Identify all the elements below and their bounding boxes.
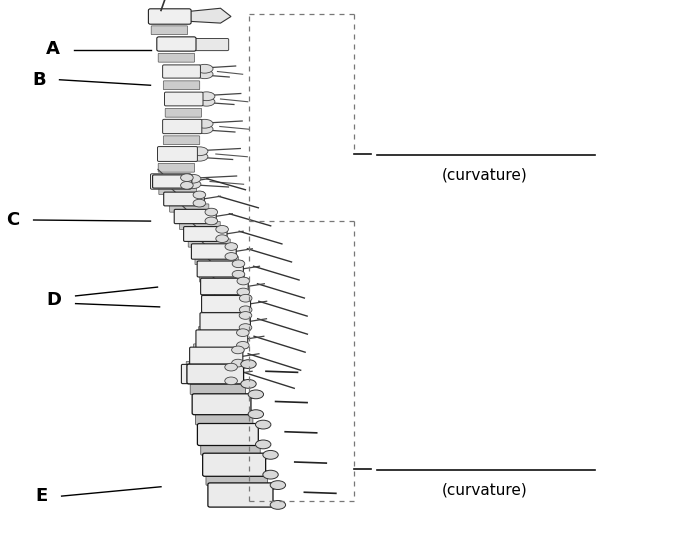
Ellipse shape [237, 329, 249, 337]
Ellipse shape [232, 346, 244, 354]
FancyBboxPatch shape [174, 210, 216, 224]
FancyBboxPatch shape [150, 174, 191, 189]
Ellipse shape [225, 377, 237, 385]
Ellipse shape [263, 470, 279, 479]
Text: E: E [35, 487, 48, 505]
Ellipse shape [216, 235, 228, 243]
Ellipse shape [256, 440, 271, 449]
Ellipse shape [196, 125, 213, 134]
FancyBboxPatch shape [153, 175, 192, 188]
Polygon shape [182, 8, 231, 23]
FancyBboxPatch shape [165, 108, 202, 117]
Ellipse shape [248, 410, 263, 419]
FancyBboxPatch shape [193, 344, 244, 352]
Ellipse shape [239, 312, 252, 320]
FancyBboxPatch shape [148, 9, 191, 24]
FancyBboxPatch shape [202, 309, 249, 317]
FancyBboxPatch shape [157, 37, 196, 51]
Ellipse shape [237, 342, 249, 349]
FancyBboxPatch shape [151, 26, 188, 35]
Ellipse shape [196, 64, 213, 73]
Ellipse shape [216, 226, 228, 233]
Ellipse shape [263, 450, 279, 459]
Ellipse shape [205, 217, 218, 225]
Ellipse shape [232, 271, 245, 278]
FancyBboxPatch shape [197, 424, 258, 446]
Ellipse shape [225, 252, 237, 260]
Ellipse shape [181, 174, 193, 182]
FancyBboxPatch shape [200, 313, 251, 331]
Text: A: A [46, 41, 60, 58]
Ellipse shape [181, 182, 193, 189]
Text: B: B [32, 71, 46, 89]
Ellipse shape [239, 306, 252, 313]
FancyBboxPatch shape [183, 227, 227, 241]
Ellipse shape [196, 119, 213, 128]
Ellipse shape [225, 363, 237, 371]
Ellipse shape [270, 500, 286, 509]
FancyBboxPatch shape [196, 330, 248, 348]
FancyBboxPatch shape [195, 256, 239, 265]
FancyBboxPatch shape [199, 326, 248, 334]
FancyBboxPatch shape [162, 65, 200, 78]
Ellipse shape [239, 324, 252, 332]
Ellipse shape [256, 420, 271, 429]
Ellipse shape [237, 277, 250, 285]
FancyBboxPatch shape [163, 136, 200, 145]
FancyBboxPatch shape [163, 81, 200, 90]
Ellipse shape [205, 208, 218, 216]
FancyBboxPatch shape [199, 274, 244, 282]
FancyBboxPatch shape [169, 204, 209, 212]
Text: (curvature): (curvature) [442, 482, 528, 497]
Ellipse shape [193, 199, 206, 207]
Ellipse shape [241, 379, 256, 388]
Text: C: C [6, 211, 20, 229]
FancyBboxPatch shape [159, 186, 197, 195]
FancyBboxPatch shape [187, 364, 244, 384]
FancyBboxPatch shape [201, 278, 248, 295]
FancyBboxPatch shape [191, 244, 236, 259]
FancyBboxPatch shape [197, 261, 244, 277]
Ellipse shape [225, 243, 237, 250]
Ellipse shape [232, 359, 244, 367]
FancyBboxPatch shape [192, 394, 251, 415]
FancyBboxPatch shape [162, 119, 202, 134]
FancyBboxPatch shape [190, 384, 246, 395]
FancyBboxPatch shape [201, 444, 260, 455]
Ellipse shape [198, 92, 215, 101]
FancyBboxPatch shape [158, 163, 195, 172]
FancyBboxPatch shape [190, 347, 243, 366]
FancyBboxPatch shape [158, 53, 195, 62]
Ellipse shape [196, 70, 213, 79]
Ellipse shape [191, 152, 208, 161]
Ellipse shape [184, 174, 201, 183]
FancyBboxPatch shape [202, 292, 248, 300]
FancyBboxPatch shape [164, 92, 203, 106]
Text: (curvature): (curvature) [442, 168, 528, 183]
Ellipse shape [198, 97, 215, 106]
FancyBboxPatch shape [193, 39, 229, 51]
FancyBboxPatch shape [208, 483, 273, 507]
Ellipse shape [241, 360, 256, 368]
FancyBboxPatch shape [186, 361, 238, 370]
Ellipse shape [232, 260, 245, 268]
Ellipse shape [239, 294, 252, 302]
FancyBboxPatch shape [164, 192, 204, 206]
Ellipse shape [270, 481, 286, 490]
FancyBboxPatch shape [202, 295, 251, 312]
Ellipse shape [184, 180, 201, 189]
FancyBboxPatch shape [188, 239, 230, 247]
FancyBboxPatch shape [158, 146, 197, 162]
Text: D: D [47, 291, 62, 309]
Ellipse shape [237, 288, 250, 296]
FancyBboxPatch shape [206, 475, 267, 486]
Ellipse shape [248, 390, 263, 399]
Ellipse shape [191, 147, 208, 156]
Ellipse shape [193, 191, 206, 199]
FancyBboxPatch shape [181, 364, 236, 384]
FancyBboxPatch shape [203, 453, 266, 476]
FancyBboxPatch shape [180, 222, 220, 230]
FancyBboxPatch shape [195, 415, 253, 425]
